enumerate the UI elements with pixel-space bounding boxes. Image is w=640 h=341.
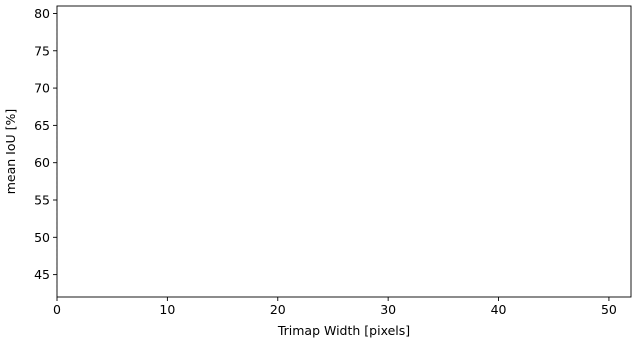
y-tick-label: 55 [34,193,50,208]
y-tick-label: 45 [34,267,50,282]
axis-ticks: 0 10 20 30 40 50 45 50 55 60 65 70 75 80 [34,6,617,317]
x-tick-label: 0 [53,302,61,317]
plot-background [57,6,631,297]
y-tick-label: 65 [34,118,50,133]
plot-area [56,5,632,298]
plot-border [56,5,632,298]
y-tick-label: 80 [34,6,50,21]
x-tick-label: 40 [491,302,507,317]
x-tick-label: 50 [601,302,617,317]
x-tick-label: 20 [270,302,286,317]
x-tick-label: 10 [159,302,175,317]
x-axis-label: Trimap Width [pixels] [277,323,410,338]
y-tick-label: 75 [34,43,50,58]
y-tick-label: 60 [34,155,50,170]
x-tick-label: 30 [380,302,396,317]
y-tick-label: 50 [34,230,50,245]
y-tick-label: 70 [34,81,50,96]
y-axis-label: mean IoU [%] [3,109,18,195]
